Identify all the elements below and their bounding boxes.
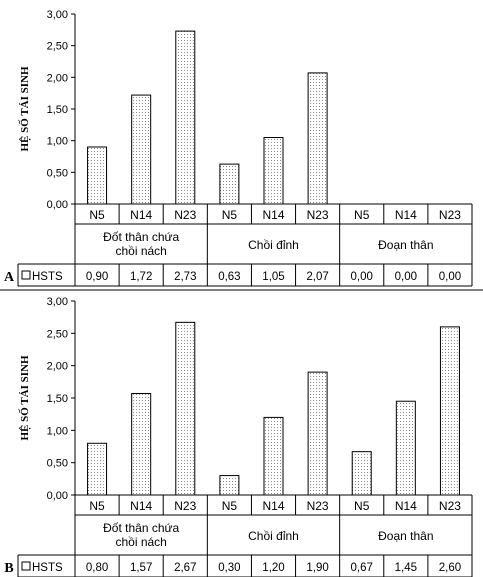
x-category-label: N23 <box>439 499 461 513</box>
y-tick-label: 2,50 <box>47 328 68 340</box>
bar <box>307 371 328 496</box>
y-tick-label: 2,50 <box>47 41 68 53</box>
table-value-cell: 1,72 <box>130 271 152 283</box>
group-label: chồi nách <box>115 535 166 549</box>
group-label: chồi nách <box>115 244 166 258</box>
y-tick-label: 1,00 <box>47 425 68 437</box>
panel-label: A <box>4 270 15 285</box>
table-value-cell: 1,05 <box>262 271 284 283</box>
table-value-cell: 0,30 <box>218 562 240 574</box>
bar <box>87 442 108 496</box>
bar <box>307 72 328 205</box>
group-label: Đoạn thân <box>378 238 433 252</box>
legend-swatch <box>21 270 31 280</box>
x-category-label: N14 <box>262 208 284 222</box>
x-category-label: N5 <box>222 499 238 513</box>
bar <box>175 30 196 205</box>
x-category-label: N5 <box>89 499 105 513</box>
y-tick-label: 1,50 <box>47 104 68 116</box>
group-label: Chồi đỉnh <box>248 238 299 252</box>
x-category-label: N14 <box>130 208 152 222</box>
table-value-cell: 2,67 <box>174 562 196 574</box>
x-category-label: N23 <box>307 208 329 222</box>
table-value-cell: 0,63 <box>218 271 240 283</box>
bar <box>351 451 372 496</box>
legend-label: HSTS <box>32 562 63 574</box>
table-value-cell: 1,20 <box>262 562 284 574</box>
group-label: Đoạn thân <box>378 529 433 543</box>
group-label: Đốt thân chứa <box>103 230 179 244</box>
y-tick-label: 0,50 <box>47 458 68 470</box>
chart-panel-a: 0,00 0,50 1,00 1,50 2,00 2,50 3,00 HỆ SỐ TÁI SI… <box>4 9 473 287</box>
y-axis-title: HỆ SỐ TÁI SINH <box>18 355 31 441</box>
table-value-cell: 0,00 <box>351 271 373 283</box>
y-tick-label: 1,00 <box>47 136 68 148</box>
table-value-cell: 1,45 <box>395 562 417 574</box>
chart-panel-b: 0,00 0,50 1,00 1,50 2,00 2,50 3,00 HỆ SỐ TÁI SI… <box>4 296 473 577</box>
bar <box>175 321 196 496</box>
table-value-cell: 2,07 <box>306 271 328 283</box>
bar <box>131 392 152 496</box>
x-category-label: N14 <box>130 499 152 513</box>
x-category-label: N23 <box>174 499 196 513</box>
group-label: Chồi đỉnh <box>248 529 299 543</box>
y-tick-label: 0,00 <box>47 490 68 502</box>
x-category-label: N14 <box>395 499 417 513</box>
bar <box>131 94 152 205</box>
bar <box>87 146 108 205</box>
table-value-cell: 0,80 <box>86 562 108 574</box>
bar <box>395 400 416 496</box>
y-tick-label: 3,00 <box>47 9 68 21</box>
table-value-cell: 0,00 <box>439 271 461 283</box>
y-tick-label: 2,00 <box>47 72 68 84</box>
x-category-label: N23 <box>307 499 329 513</box>
y-tick-label: 3,00 <box>47 296 68 308</box>
table-value-cell: 1,90 <box>306 562 328 574</box>
y-axis-title: HỆ SỐ TÁI SINH <box>18 66 31 152</box>
x-category-label: N5 <box>89 208 105 222</box>
x-category-label: N5 <box>222 208 238 222</box>
table-value-cell: 2,60 <box>439 562 461 574</box>
x-category-label: N14 <box>395 208 417 222</box>
table-value-cell: 2,73 <box>174 271 196 283</box>
bar <box>439 326 460 496</box>
x-category-label: N14 <box>262 499 284 513</box>
x-category-label: N5 <box>354 208 370 222</box>
table-value-cell: 0,00 <box>395 271 417 283</box>
bar <box>219 163 240 205</box>
group-label: Đốt thân chứa <box>103 521 179 535</box>
x-category-label: N23 <box>174 208 196 222</box>
bar <box>219 475 240 496</box>
table-value-cell: 1,57 <box>130 562 152 574</box>
x-category-label: N23 <box>439 208 461 222</box>
legend-swatch <box>21 561 31 571</box>
legend-label: HSTS <box>32 271 63 283</box>
y-tick-label: 0,50 <box>47 167 68 179</box>
table-value-cell: 0,90 <box>86 271 108 283</box>
y-tick-label: 1,50 <box>47 393 68 405</box>
y-tick-label: 0,00 <box>47 199 68 211</box>
y-tick-label: 2,00 <box>47 361 68 373</box>
x-category-label: N5 <box>354 499 370 513</box>
bar <box>263 416 284 496</box>
table-value-cell: 0,67 <box>351 562 373 574</box>
panel-label: B <box>4 561 13 576</box>
bar <box>263 137 284 205</box>
